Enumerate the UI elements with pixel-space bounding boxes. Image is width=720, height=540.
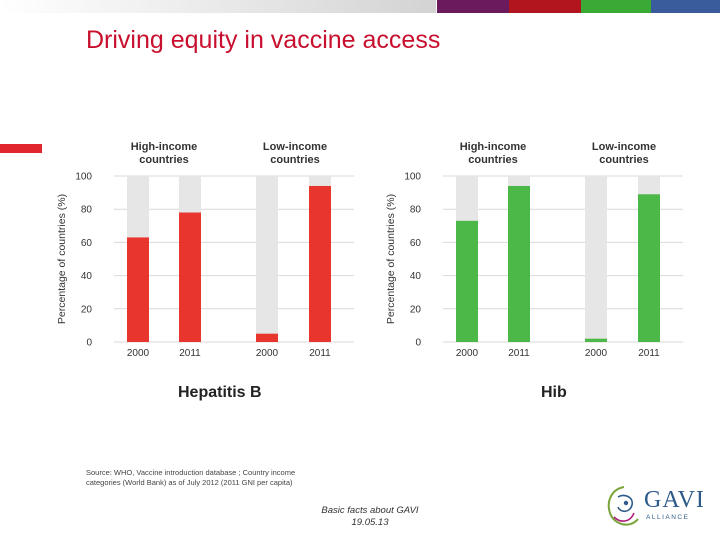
footer-line-1: Basic facts about GAVI: [321, 505, 419, 516]
y-tick-label: 20: [81, 304, 93, 315]
bar: [256, 333, 278, 342]
y-tick-label: 0: [415, 338, 421, 349]
source-note: Source: WHO, Vaccine introduction databa…: [86, 468, 296, 487]
x-tick-label: 2000: [585, 348, 608, 359]
x-tick-label: 2000: [456, 348, 479, 359]
x-tick-label: 2011: [309, 348, 331, 359]
caption-hepatitis-b: Hepatitis B: [178, 384, 262, 401]
y-tick-label: 80: [81, 205, 93, 216]
y-axis-label: Percentage of countries (%): [385, 194, 397, 324]
gavi-logo-mark-icon: [607, 486, 639, 526]
chart-hib: 0 20 40 60 80 100 2000 2011 2000 2011 Percentage o…: [381, 135, 691, 370]
bar: [127, 237, 149, 342]
x-tick-label: 2000: [127, 348, 150, 359]
y-tick-label: 100: [75, 172, 92, 183]
x-tick-label: 2000: [256, 348, 279, 359]
x-tick-label: 2011: [638, 348, 660, 359]
x-tick-label: 2011: [508, 348, 530, 359]
top-bar-gradient: [0, 0, 436, 13]
bar: [309, 185, 331, 342]
chart-hepatitis-b-svg: 0 20 40 60 80 100 2000 2011 2000 2011 Percentage o…: [56, 141, 354, 359]
y-axis-label: Percentage of countries (%): [56, 194, 68, 324]
y-tick-label: 100: [404, 172, 421, 183]
side-accent-bar: [0, 144, 42, 153]
group-label: Low-income countries: [592, 141, 656, 166]
bar-background: [256, 176, 278, 342]
bar: [585, 338, 607, 342]
bar: [638, 194, 660, 342]
bar: [456, 220, 478, 342]
top-bar-blue: [651, 0, 720, 13]
group-label: High-income countries: [460, 141, 527, 166]
group-label: High-income countries: [131, 141, 198, 166]
y-tick-label: 20: [410, 304, 422, 315]
bar-background: [585, 176, 607, 342]
logo-text: GAVI: [644, 487, 705, 513]
y-tick-label: 60: [410, 238, 422, 249]
y-tick-label: 40: [81, 271, 93, 282]
bar: [508, 185, 530, 342]
top-bar-green: [581, 0, 651, 13]
footer: Basic facts about GAVI 19.05.13: [300, 505, 440, 529]
y-tick-label: 80: [410, 205, 422, 216]
y-tick-label: 40: [410, 271, 422, 282]
slide-title: Driving equity in vaccine access: [86, 26, 441, 54]
bar: [179, 212, 201, 342]
top-color-bar: [0, 0, 720, 13]
group-label: Low-income countries: [263, 141, 327, 166]
chart-hepatitis-b: 0 20 40 60 80 100 2000 2011 2000 2011 Percentage o…: [52, 135, 362, 370]
gavi-logo: GAVI ALLIANCE: [604, 483, 704, 533]
y-tick-label: 0: [86, 338, 92, 349]
logo-subtext: ALLIANCE: [646, 514, 690, 521]
caption-hib: Hib: [541, 384, 567, 401]
top-bar-purple: [437, 0, 509, 13]
chart-hib-svg: 0 20 40 60 80 100 2000 2011 2000 2011 Percentage o…: [385, 141, 683, 359]
x-tick-label: 2011: [179, 348, 201, 359]
y-tick-label: 60: [81, 238, 93, 249]
footer-line-2: 19.05.13: [351, 517, 389, 528]
top-bar-red: [509, 0, 581, 13]
